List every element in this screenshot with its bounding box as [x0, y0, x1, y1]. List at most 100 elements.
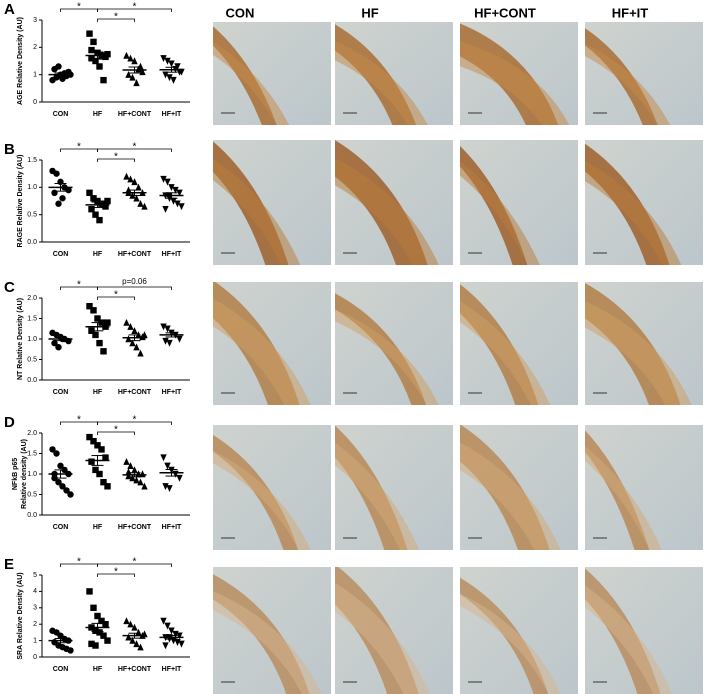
point [55, 344, 62, 351]
point [174, 200, 181, 208]
point [133, 640, 140, 648]
micrograph [585, 22, 703, 125]
x-tick-label: HF+CONT [118, 251, 152, 258]
tissue [460, 161, 540, 265]
x-tick-label: HF+IT [162, 251, 182, 258]
point [104, 319, 111, 326]
x-tick-label: HF+IT [162, 389, 182, 396]
point [86, 433, 93, 441]
x-tick-label: HF [93, 111, 103, 118]
point [96, 339, 103, 347]
micrograph-content [335, 22, 453, 125]
column-header: HF+CONT [474, 5, 536, 20]
y-tick-label: 0 [33, 654, 37, 661]
micrograph-content [585, 140, 703, 265]
micrograph-content [460, 282, 578, 405]
y-axis-label: SRA Relative Density (AU) [17, 572, 24, 659]
micrograph-content [213, 22, 331, 125]
y-tick-label: 0.5 [27, 491, 37, 498]
point [176, 335, 183, 343]
error-bar [128, 472, 141, 478]
y-tick-label: 1.0 [27, 184, 37, 191]
tissue [585, 445, 662, 550]
tissue [213, 591, 322, 694]
point [104, 483, 111, 490]
y-tick-label: 5 [33, 572, 37, 579]
y-axis-label: NT Relative Density (AU) [17, 298, 24, 380]
point [129, 339, 136, 347]
micrograph [335, 282, 453, 405]
point [162, 71, 169, 79]
tissue [460, 442, 561, 550]
point [100, 479, 107, 486]
error-bar [91, 201, 104, 209]
point [90, 38, 97, 46]
point [168, 627, 175, 635]
point [176, 189, 183, 197]
point [88, 640, 95, 648]
point [131, 623, 138, 631]
micrograph-content [213, 425, 331, 550]
point [55, 200, 62, 207]
point [51, 339, 58, 347]
point [131, 178, 138, 186]
tissue [335, 582, 430, 694]
point [98, 446, 105, 453]
point [90, 604, 97, 611]
point [59, 483, 66, 490]
tissue [213, 298, 311, 405]
significance-label: * [114, 12, 118, 23]
y-axis-label: Relative density (AU) [21, 439, 28, 509]
point [86, 303, 93, 310]
point [162, 206, 169, 213]
tissue [460, 593, 561, 694]
tissue [585, 43, 671, 125]
point [131, 466, 138, 474]
significance-bracket [97, 8, 172, 12]
point [133, 194, 140, 202]
error-bar [54, 183, 67, 192]
error-bar [165, 66, 178, 73]
point [178, 640, 185, 648]
point [100, 200, 107, 207]
x-tick-label: HF+CONT [118, 111, 152, 118]
significance-bracket [97, 563, 172, 567]
micrograph-content [213, 282, 331, 405]
error-bar [54, 469, 67, 479]
x-tick-label: CON [53, 666, 69, 673]
y-tick-label: 1 [33, 637, 37, 644]
tissue [585, 160, 682, 265]
point [123, 617, 130, 625]
point [125, 335, 132, 343]
error-bar [165, 192, 178, 199]
tissue [585, 301, 692, 405]
point [170, 76, 177, 84]
point [104, 50, 111, 58]
point [102, 621, 109, 628]
tissue [585, 585, 673, 694]
point [49, 446, 56, 453]
point [131, 57, 138, 65]
error-bar [128, 334, 141, 342]
error-bar [91, 455, 104, 466]
x-tick-label: HF+IT [162, 524, 182, 531]
significance-label: * [133, 415, 137, 426]
tissue [213, 450, 311, 550]
point [164, 178, 171, 186]
point [88, 206, 95, 213]
point [141, 482, 148, 490]
point [168, 184, 175, 192]
point [96, 216, 103, 224]
point [104, 197, 111, 205]
error-bar [54, 637, 67, 644]
y-axis-label: RAGE Relative Density (AU) [17, 155, 24, 248]
error-bar [54, 72, 67, 77]
tissue [460, 41, 570, 125]
x-tick-label: HF+CONT [118, 524, 152, 531]
point [102, 454, 109, 461]
point [90, 438, 97, 445]
point [94, 442, 101, 449]
micrograph-content [460, 567, 578, 694]
point [59, 195, 66, 202]
point [67, 491, 74, 498]
